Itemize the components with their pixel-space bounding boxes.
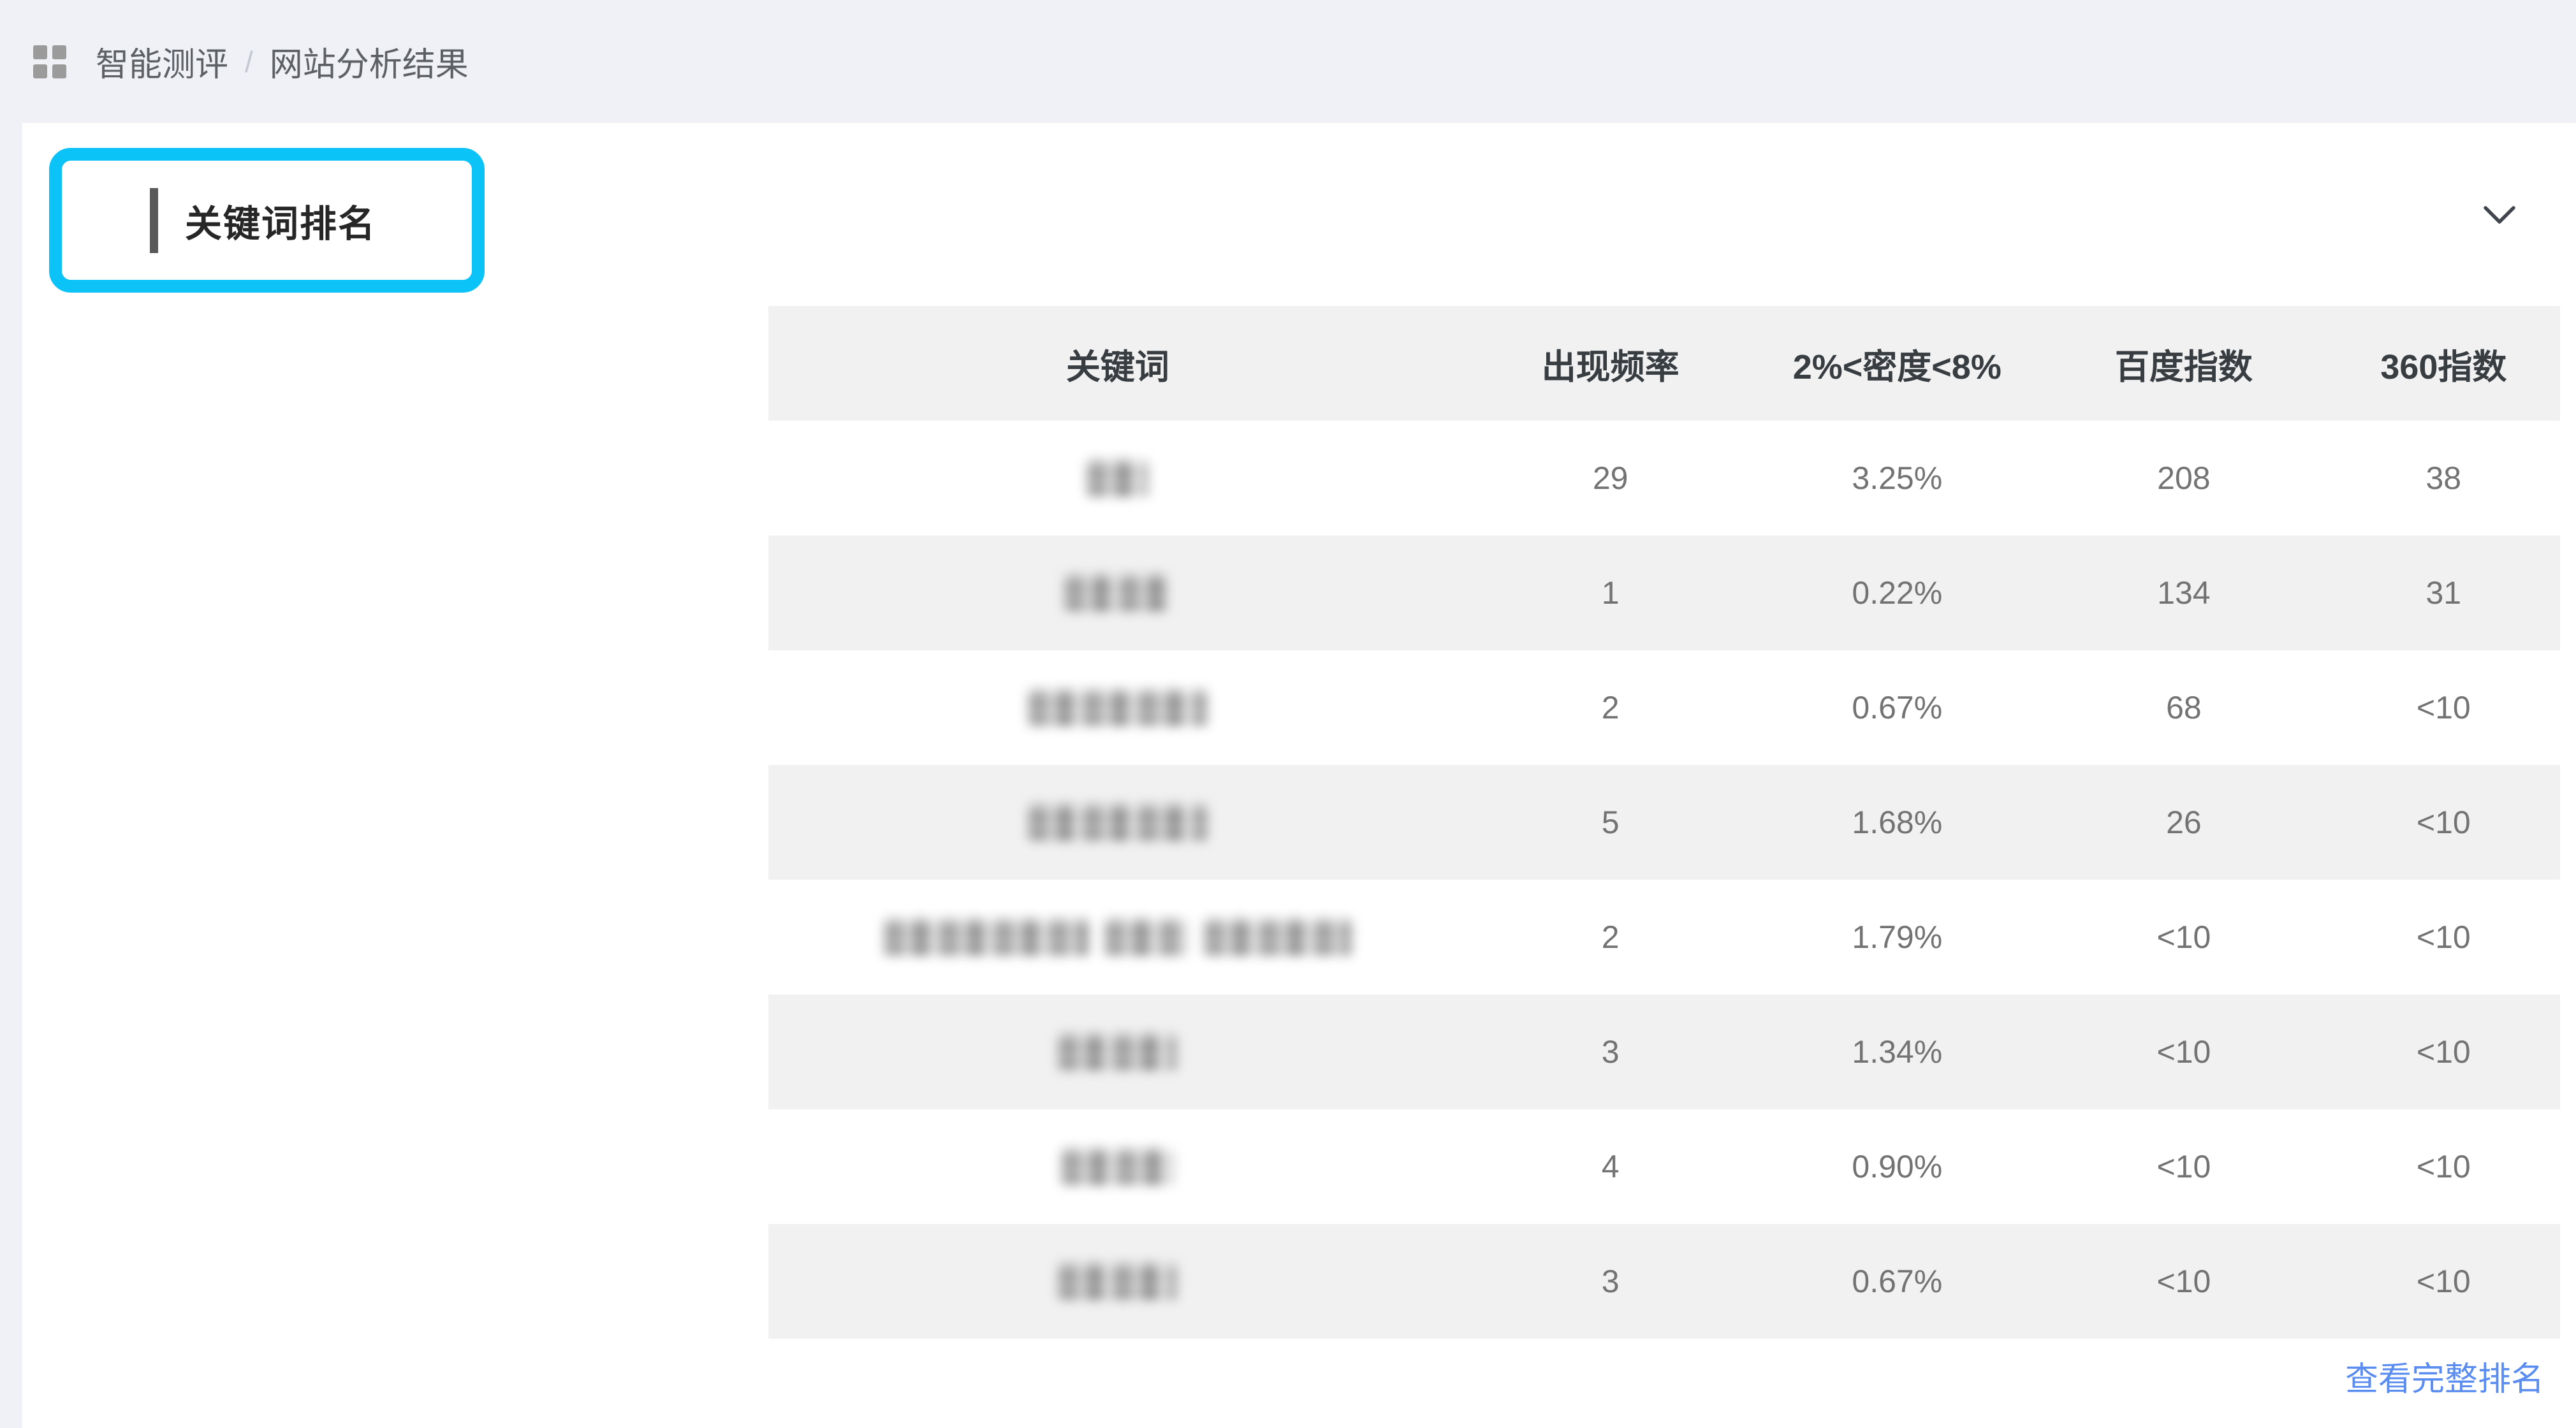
keyword-cell-redacted	[768, 919, 1467, 955]
keyword-cell-redacted	[768, 690, 1467, 725]
index-360-cell: <10	[2416, 1264, 2471, 1299]
redacted-keyword-blur	[1062, 1149, 1174, 1184]
frequency-cell: 4	[1601, 1149, 1620, 1184]
baidu-index-cell: <10	[2156, 1149, 2211, 1184]
redacted-keyword-blur	[884, 919, 1088, 955]
table-header-row: 关键词 出现频率 2%<密度<8% 百度指数 360指数	[768, 306, 2560, 421]
baidu-index-cell: 26	[2166, 805, 2202, 840]
title-accent-bar	[150, 187, 158, 253]
index-360-cell: <10	[2416, 690, 2471, 725]
density-cell: 0.67%	[1852, 1264, 1943, 1299]
index-360-cell: 38	[2426, 460, 2462, 496]
index-360-cell: <10	[2416, 1034, 2471, 1070]
table-row: 2 0.67% 68 <10	[768, 650, 2560, 765]
redacted-keyword-blur	[1104, 919, 1188, 955]
header-density: 2%<密度<8%	[1792, 347, 2002, 386]
baidu-index-cell: 68	[2166, 690, 2202, 725]
table-body: 29 3.25% 208 38 1 0.22% 134 31 2 0.67% 68 <10 5 1.68%…	[768, 421, 2560, 1339]
density-cell: 1.68%	[1852, 805, 1943, 840]
frequency-cell: 29	[1592, 460, 1628, 496]
table-row: 4 0.90% <10 <10	[768, 1109, 2560, 1224]
breadcrumb-separator: /	[245, 45, 253, 78]
density-cell: 1.79%	[1852, 919, 1943, 955]
redacted-keyword-blur	[1028, 805, 1207, 840]
keyword-cell-redacted	[768, 1034, 1467, 1070]
breadcrumb-item-evaluation[interactable]: 智能测评	[96, 47, 229, 84]
view-full-ranking-link[interactable]: 查看完整排名	[2345, 1361, 2544, 1398]
density-cell: 3.25%	[1852, 460, 1943, 496]
index-360-cell: <10	[2416, 805, 2471, 840]
table-row: 3 1.34% <10 <10	[768, 994, 2560, 1109]
grid-square	[33, 64, 47, 78]
frequency-cell: 3	[1601, 1264, 1620, 1299]
baidu-index-cell: 208	[2157, 460, 2211, 496]
redacted-keyword-blur	[1204, 919, 1351, 955]
index-360-cell: <10	[2416, 1149, 2471, 1184]
top-breadcrumb-bar: 智能测评 / 网站分析结果	[0, 0, 2576, 123]
redacted-keyword-blur	[1058, 1264, 1177, 1299]
frequency-cell: 5	[1601, 805, 1620, 840]
breadcrumb: 智能测评 / 网站分析结果	[96, 38, 469, 85]
index-360-cell: 31	[2426, 575, 2462, 611]
table-row: 5 1.68% 26 <10	[768, 765, 2560, 880]
collapse-section-button[interactable]	[2479, 200, 2520, 231]
section-title: 关键词排名	[185, 203, 377, 245]
redacted-keyword-blur	[1028, 690, 1207, 725]
keyword-cell-redacted	[768, 575, 1467, 611]
grid-square	[52, 64, 66, 78]
redacted-keyword-blur	[1087, 460, 1148, 496]
table-row: 1 0.22% 134 31	[768, 536, 2560, 650]
baidu-index-cell: <10	[2156, 1034, 2211, 1070]
header-frequency: 出现频率	[1541, 347, 1680, 386]
keyword-cell-redacted	[768, 805, 1467, 840]
redacted-keyword-blur	[1058, 1034, 1177, 1070]
keyword-ranking-card: 关键词排名 关键词 出现频率 2%<密度<8% 百度指数 360指数 29 3.2…	[22, 123, 2576, 1428]
keyword-ranking-table: 关键词 出现频率 2%<密度<8% 百度指数 360指数 29 3.25% 208 3…	[768, 306, 2560, 1339]
table-row: 3 0.67% <10 <10	[768, 1224, 2560, 1339]
header-baidu-index: 百度指数	[2114, 347, 2253, 386]
frequency-cell: 3	[1601, 1034, 1620, 1070]
keyword-cell-redacted	[768, 1149, 1467, 1184]
frequency-cell: 2	[1601, 690, 1620, 725]
apps-grid-icon[interactable]	[33, 45, 66, 78]
chevron-down-icon	[2484, 206, 2515, 224]
breadcrumb-item-analysis-result[interactable]: 网站分析结果	[269, 47, 469, 84]
header-keyword: 关键词	[1065, 347, 1169, 386]
section-title-highlight-box: 关键词排名	[49, 148, 485, 293]
table-row: 2 1.79% <10 <10	[768, 880, 2560, 994]
density-cell: 0.22%	[1852, 575, 1943, 611]
baidu-index-cell: <10	[2156, 1264, 2211, 1299]
baidu-index-cell: 134	[2157, 575, 2211, 611]
density-cell: 0.67%	[1852, 690, 1943, 725]
frequency-cell: 2	[1601, 919, 1620, 955]
keyword-cell-redacted	[768, 460, 1467, 496]
redacted-keyword-blur	[1065, 575, 1171, 611]
frequency-cell: 1	[1601, 575, 1620, 611]
table-row: 29 3.25% 208 38	[768, 421, 2560, 536]
baidu-index-cell: <10	[2156, 919, 2211, 955]
header-360-index: 360指数	[2380, 347, 2507, 386]
grid-square	[52, 45, 66, 59]
index-360-cell: <10	[2416, 919, 2471, 955]
density-cell: 0.90%	[1852, 1149, 1943, 1184]
density-cell: 1.34%	[1852, 1034, 1943, 1070]
grid-square	[33, 45, 47, 59]
keyword-cell-redacted	[768, 1264, 1467, 1299]
